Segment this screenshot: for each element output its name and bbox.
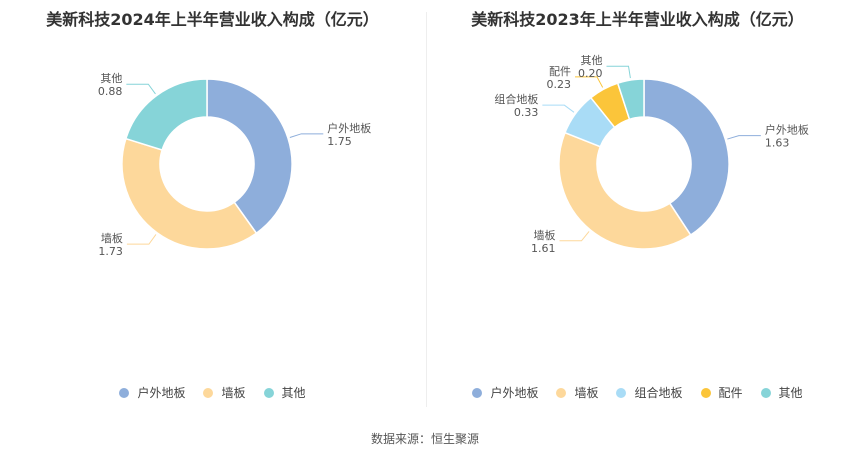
legend-swatch <box>616 387 627 398</box>
slice-label-value: 0.23 <box>546 78 571 91</box>
slice-label-value: 1.61 <box>531 242 556 255</box>
slice-2[interactable] <box>121 137 258 250</box>
legend-label: 配件 <box>718 386 743 400</box>
legend-item[interactable]: 户外地板 <box>119 384 185 401</box>
legend-swatch <box>119 387 130 398</box>
legend-swatch <box>203 387 214 398</box>
legend-2023: 户外地板 墙板 组合地板 配件 其他 <box>425 384 850 401</box>
legend-item[interactable]: 其他 <box>760 384 803 401</box>
legend-label: 户外地板 <box>490 386 539 400</box>
slice-label-value: 0.33 <box>514 106 539 119</box>
leader-line-1 <box>727 135 761 140</box>
slice-5[interactable] <box>616 78 645 121</box>
legend-label: 墙板 <box>574 386 599 400</box>
slice-label-value: 1.73 <box>98 245 123 258</box>
leader-line-3 <box>542 104 575 113</box>
legend-swatch <box>556 387 567 398</box>
legend-item[interactable]: 配件 <box>700 384 743 401</box>
legend-item[interactable]: 组合地板 <box>616 384 683 401</box>
leader-line-4 <box>574 76 604 88</box>
leader-line-2 <box>126 234 157 245</box>
chart-panel-2023: 美新科技2023年上半年营业收入构成（亿元） 户外地板 1.63 墙板 1.61 组合地… <box>425 0 850 459</box>
legend-item[interactable]: 其他 <box>263 384 306 401</box>
slice-label-name: 户外地板 <box>327 121 371 135</box>
chart-title-2024: 美新科技2024年上半年营业收入构成（亿元） <box>46 10 379 29</box>
leader-line-3 <box>126 83 156 95</box>
slice-label-name: 其他 <box>581 54 603 67</box>
slice-label-name: 配件 <box>549 65 571 78</box>
slice-label-name: 户外地板 <box>765 123 809 137</box>
slice-1[interactable] <box>643 78 730 237</box>
slice-label-value: 1.63 <box>765 137 790 150</box>
legend-swatch <box>700 387 711 398</box>
leader-line-5 <box>606 65 631 79</box>
slice-1[interactable] <box>206 78 293 235</box>
slice-2[interactable] <box>558 131 692 250</box>
leader-line-1 <box>289 133 324 138</box>
legend-swatch <box>472 387 483 398</box>
slice-label-name: 组合地板 <box>494 92 538 106</box>
legend-2024: 户外地板 墙板 其他 <box>0 384 425 401</box>
slice-label-name: 其他 <box>100 72 122 85</box>
legend-item[interactable]: 墙板 <box>556 384 598 401</box>
legend-label: 墙板 <box>221 386 246 400</box>
chart-title-2023: 美新科技2023年上半年营业收入构成（亿元） <box>471 10 804 29</box>
legend-swatch <box>263 387 274 398</box>
data-source: 数据来源：恒生聚源 <box>370 432 479 446</box>
panel-divider <box>426 12 427 407</box>
slice-3[interactable] <box>124 78 208 151</box>
chart-panel-2024: 美新科技2024年上半年营业收入构成（亿元） 户外地板 1.75 墙板 1.73 其他 0… <box>0 10 425 401</box>
legend-label: 其他 <box>281 386 306 400</box>
legend-label: 户外地板 <box>137 386 186 400</box>
leader-line-2 <box>559 231 590 242</box>
slice-label-name: 墙板 <box>533 228 555 242</box>
slice-label-name: 墙板 <box>101 231 123 245</box>
legend-swatch <box>760 387 771 398</box>
legend-item[interactable]: 墙板 <box>203 384 246 401</box>
legend-item[interactable]: 户外地板 <box>472 384 538 401</box>
slice-label-value: 0.88 <box>98 85 123 98</box>
legend-label: 其他 <box>778 386 803 400</box>
legend-label: 组合地板 <box>634 386 683 400</box>
slice-label-value: 0.20 <box>578 67 603 80</box>
slice-label-value: 1.75 <box>327 135 352 148</box>
